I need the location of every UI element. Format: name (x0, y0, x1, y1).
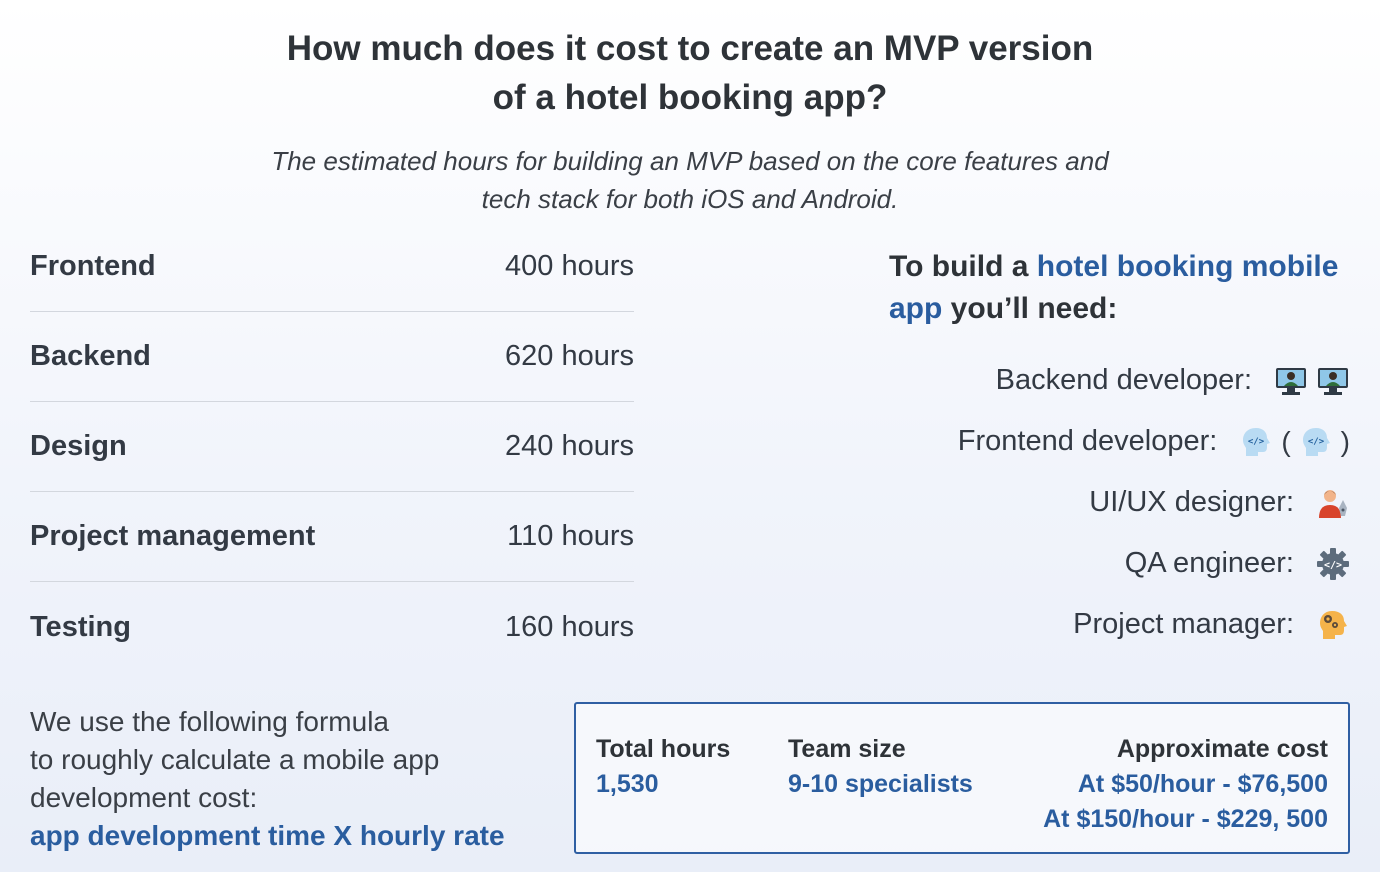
optional-paren-open: ( (1281, 425, 1291, 457)
frontend-developer-icon: </> (1243, 427, 1271, 456)
role-frontend-developer: Frontend developer: </> ( </> ) (830, 411, 1350, 472)
subtitle-line-2: tech stack for both iOS and Android. (481, 184, 899, 214)
formula-note: We use the following formula to roughly … (30, 703, 570, 855)
approximate-cost-label: Approximate cost (1116, 735, 1328, 763)
role-project-manager: Project manager: (830, 594, 1350, 655)
role-icons (1274, 364, 1350, 398)
team-size-column: Team size 9-10 specialists (788, 732, 973, 802)
formula-line-1: We use the following formula (30, 706, 389, 737)
hours-value: 240 hours (505, 430, 634, 462)
title-line-1: How much does it cost to create an MVP v… (286, 29, 1094, 68)
hours-value: 160 hours (505, 610, 634, 643)
total-hours-value: 1,530 (596, 770, 659, 798)
team-heading-before: To build a (889, 250, 1037, 283)
title-line-2: of a hotel booking app? (492, 78, 888, 117)
svg-text:</>: </> (1324, 560, 1342, 571)
total-hours-label: Total hours (596, 735, 731, 763)
role-qa-engineer: QA engineer: </> (830, 533, 1350, 594)
backend-developer-icon (1276, 367, 1306, 395)
hours-row-testing: Testing 160 hours (30, 582, 634, 672)
hours-value: 110 hours (507, 520, 634, 552)
hours-label: Backend (30, 340, 151, 372)
cost-summary-box: Total hours 1,530 Team size 9-10 special… (574, 702, 1350, 854)
formula-line-3: development cost: (30, 782, 258, 813)
hours-value: 400 hours (505, 250, 634, 282)
designer-icon (1319, 489, 1347, 518)
cost-at-150: At $150/hour - $229, 500 (1043, 805, 1328, 833)
qa-gear-icon: </> (1317, 547, 1349, 580)
role-icons: </> (1316, 547, 1350, 581)
cost-at-50: At $50/hour - $76,500 (1077, 770, 1328, 798)
role-label: Project manager: (1073, 608, 1294, 640)
formula-line-2: to roughly calculate a mobile app (30, 744, 440, 775)
hours-row-design: Design 240 hours (30, 402, 634, 492)
formula-expression: app development time X hourly rate (30, 820, 505, 851)
role-icons (1316, 608, 1350, 642)
hours-row-backend: Backend 620 hours (30, 312, 634, 402)
total-hours-column: Total hours 1,530 (596, 732, 730, 802)
optional-paren-close: ) (1340, 425, 1350, 457)
manager-head-icon (1320, 610, 1347, 639)
role-label: Frontend developer: (957, 425, 1218, 457)
hours-label: Testing (30, 610, 131, 643)
hours-row-project-management: Project management 110 hours (30, 492, 634, 582)
page-subtitle: The estimated hours for building an MVP … (0, 142, 1380, 218)
hotel-booking-app-link[interactable]: hotel booking mobile app (889, 250, 1339, 325)
subtitle-line-1: The estimated hours for building an MVP … (271, 146, 1109, 176)
hours-label: Frontend (30, 250, 156, 282)
svg-text:</>: </> (1248, 437, 1265, 447)
role-label: UI/UX designer: (1089, 486, 1294, 518)
hours-value: 620 hours (505, 340, 634, 372)
frontend-developer-icon: </> (1302, 427, 1330, 456)
team-size-value: 9-10 specialists (788, 770, 973, 798)
hours-table: Frontend 400 hours Backend 620 hours Des… (30, 222, 634, 672)
page-title: How much does it cost to create an MVP v… (0, 24, 1380, 122)
hours-label: Project management (30, 520, 316, 552)
svg-text:</>: </> (1308, 437, 1325, 447)
approximate-cost-column: Approximate cost At $50/hour - $76,500 A… (1043, 732, 1328, 837)
hours-row-frontend: Frontend 400 hours (30, 222, 634, 312)
hours-label: Design (30, 430, 127, 462)
role-icons: </> ( </> ) (1239, 425, 1350, 459)
team-roles: Backend developer: Frontend developer: (830, 350, 1350, 655)
role-ui-ux-designer: UI/UX designer: (830, 472, 1350, 533)
role-label: QA engineer: (1124, 547, 1294, 579)
role-backend-developer: Backend developer: (830, 350, 1350, 411)
backend-developer-icon (1318, 367, 1348, 395)
role-icons (1316, 486, 1350, 520)
role-label: Backend developer: (995, 364, 1252, 396)
team-heading: To build a hotel booking mobile app you’… (889, 246, 1359, 330)
team-size-label: Team size (788, 735, 906, 763)
team-heading-after: you’ll need: (942, 292, 1118, 325)
